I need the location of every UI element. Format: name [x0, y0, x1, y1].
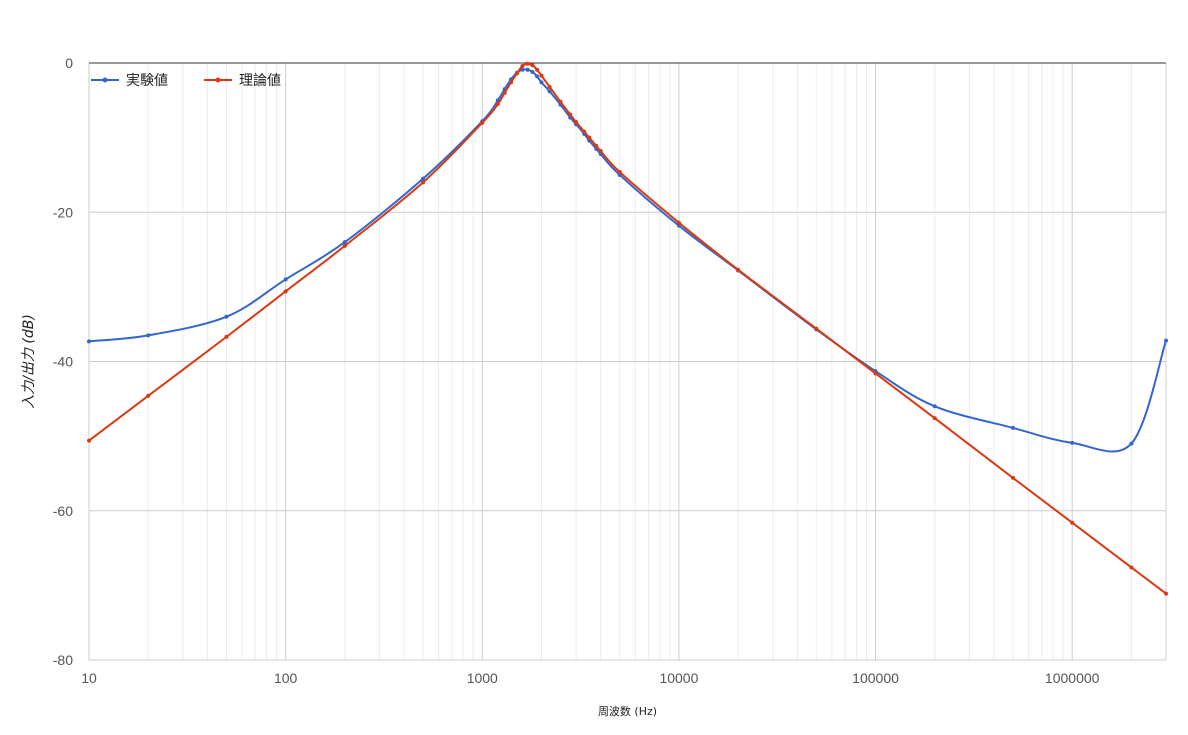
data-point [676, 220, 681, 225]
data-point [530, 69, 535, 74]
gridlines [88, 62, 1167, 661]
data-point [547, 84, 552, 89]
data-point [520, 67, 525, 72]
data-point [342, 240, 347, 245]
x-tick-label: 100000 [852, 670, 899, 686]
data-point [421, 180, 426, 185]
data-point [558, 99, 563, 104]
data-point [224, 314, 229, 319]
data-point [146, 333, 151, 338]
data-point [582, 129, 587, 134]
data-point [525, 61, 530, 66]
series-line [88, 62, 1167, 595]
data-point [421, 176, 426, 181]
y-tick-label: -40 [53, 354, 73, 370]
data-point [814, 326, 819, 331]
data-point [617, 169, 622, 174]
y-tick-label: -80 [53, 652, 73, 668]
y-axis-title: 入力/出力 (dB) [21, 314, 37, 409]
data-point [495, 102, 500, 107]
legend-label: 実験値 [126, 73, 168, 89]
data-point [520, 63, 525, 68]
data-point [535, 67, 540, 72]
data-point [535, 74, 540, 79]
x-tick-label: 1000 [467, 670, 498, 686]
x-axis-title: 周波数 (Hz) [598, 705, 657, 718]
data-point [594, 143, 599, 148]
y-tick-label: -60 [53, 503, 73, 519]
data-point [568, 112, 573, 117]
data-point [87, 339, 91, 344]
legend-marker [215, 77, 221, 83]
data-point [480, 120, 485, 125]
data-point [539, 80, 544, 85]
legend: 実験値 理論値 [91, 73, 281, 89]
data-point [574, 119, 579, 124]
y-tick-label: -20 [53, 204, 73, 220]
data-point [873, 371, 878, 376]
data-point [1010, 425, 1015, 430]
data-point [530, 63, 535, 68]
legend-label: 理論値 [239, 73, 281, 89]
data-point [1070, 520, 1075, 525]
series-line [88, 68, 1167, 453]
data-point [342, 243, 347, 248]
data-point [1129, 565, 1134, 570]
x-tick-label: 10 [81, 670, 97, 686]
data-point [932, 404, 937, 409]
data-point [539, 73, 544, 78]
data-point [1129, 441, 1134, 446]
data-point [87, 438, 91, 443]
data-point [1164, 591, 1168, 596]
data-point [1010, 475, 1015, 480]
x-tick-label: 1000000 [1045, 670, 1100, 686]
y-tick-label: 0 [65, 55, 73, 71]
data-point [525, 67, 530, 72]
data-point [224, 334, 229, 339]
data-point [1070, 440, 1075, 445]
data-point [514, 71, 519, 76]
axes: 10 100 1000 10000 100000 1000000 0 -20 -40 -60 -80 [53, 55, 1100, 686]
data-point [283, 289, 288, 294]
data-point [598, 149, 603, 154]
data-point [283, 277, 288, 282]
data-point [547, 89, 552, 94]
data-point [1164, 338, 1168, 343]
x-tick-label: 10000 [659, 670, 698, 686]
x-tick-label: 100 [274, 670, 298, 686]
data-point [736, 267, 741, 272]
legend-marker [102, 77, 108, 83]
data-point [509, 80, 514, 85]
data-point [587, 135, 592, 140]
series-lines [87, 61, 1168, 596]
data-point [932, 416, 937, 421]
data-point [146, 393, 151, 398]
data-point [502, 90, 507, 95]
